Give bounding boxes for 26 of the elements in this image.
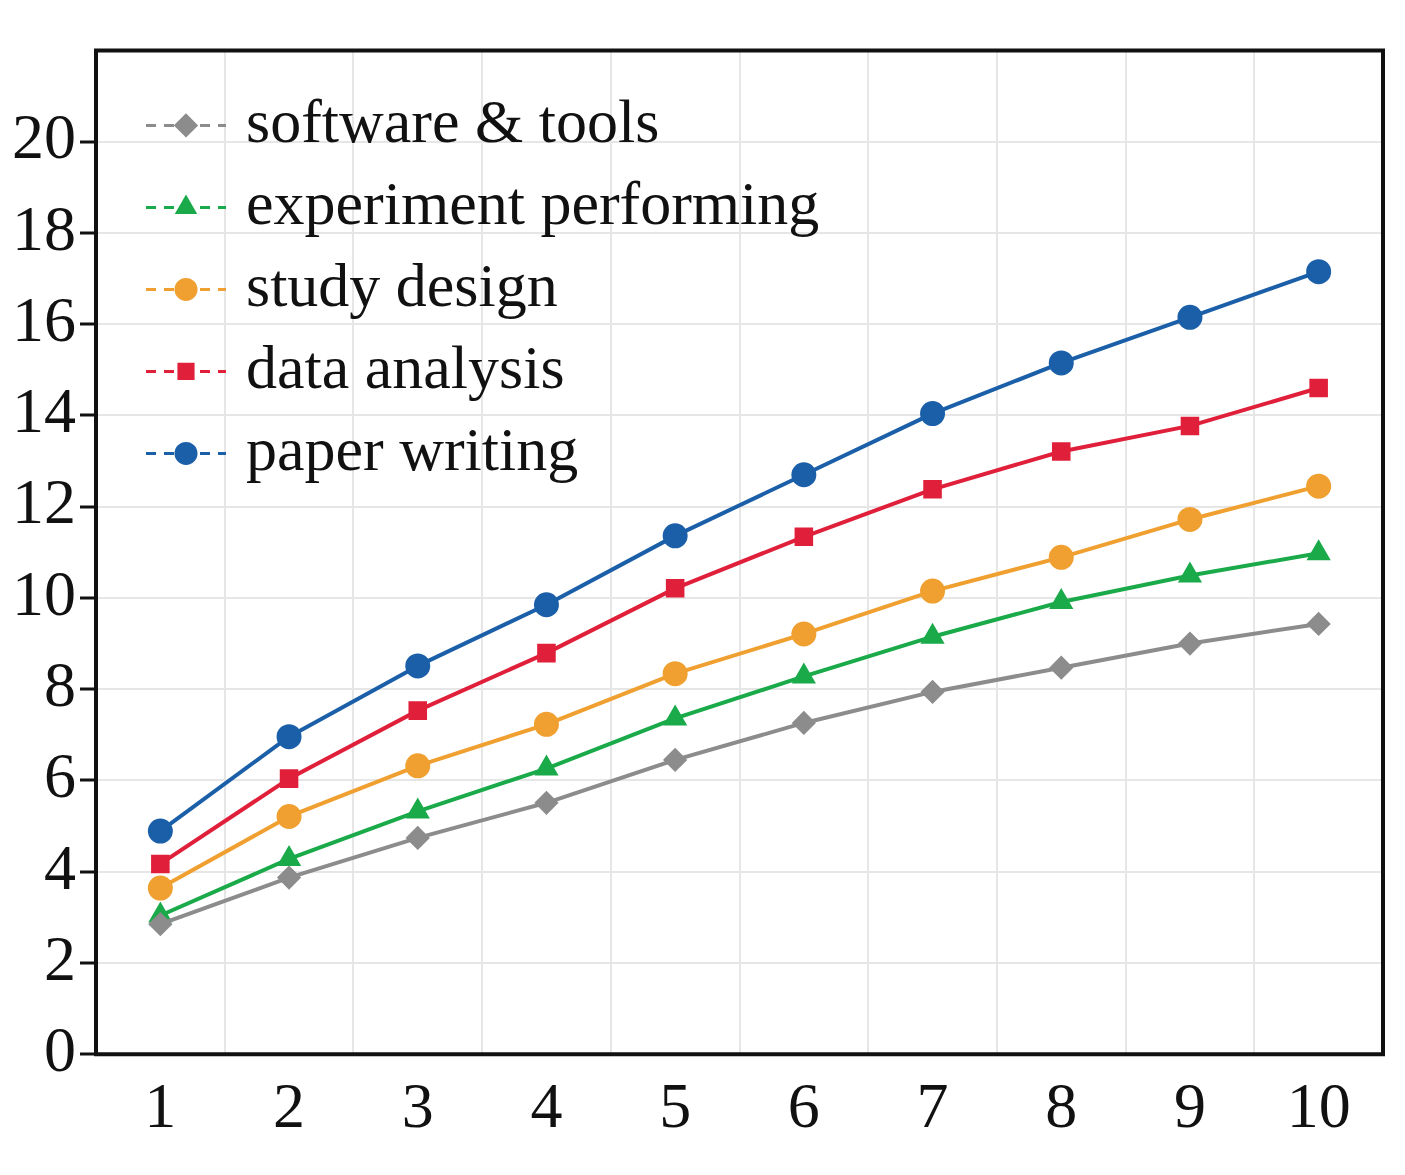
x-tick-label: 6 <box>787 1070 820 1142</box>
y-tick-label: 14 <box>12 375 76 447</box>
y-tick-label: 20 <box>12 101 76 173</box>
y-tick-label: 4 <box>44 831 76 903</box>
legend-label: study design <box>246 250 558 319</box>
y-tick-label: 12 <box>12 466 76 538</box>
x-tick-label: 10 <box>1286 1070 1351 1142</box>
x-tick-label: 3 <box>401 1070 434 1142</box>
legend-label: software & tools <box>246 86 660 155</box>
legend-label: paper writing <box>246 414 579 483</box>
legend-label: experiment performing <box>246 168 820 237</box>
x-tick-label: 1 <box>144 1070 177 1142</box>
y-tick-label: 10 <box>12 557 76 629</box>
y-tick-label: 16 <box>12 283 76 355</box>
y-tick-label: 6 <box>44 740 76 812</box>
y-tick-label: 0 <box>44 1014 76 1086</box>
y-tick-label: 8 <box>44 648 76 720</box>
x-tick-label: 5 <box>659 1070 692 1142</box>
legend-label: data analysis <box>246 332 565 401</box>
x-tick-label: 4 <box>530 1070 563 1142</box>
x-tick-label: 9 <box>1173 1070 1206 1142</box>
x-tick-label: 8 <box>1045 1070 1078 1142</box>
y-tick-label: 2 <box>44 922 76 994</box>
x-tick-label: 7 <box>916 1070 949 1142</box>
y-tick-label: 18 <box>12 192 76 264</box>
x-tick-label: 2 <box>273 1070 306 1142</box>
